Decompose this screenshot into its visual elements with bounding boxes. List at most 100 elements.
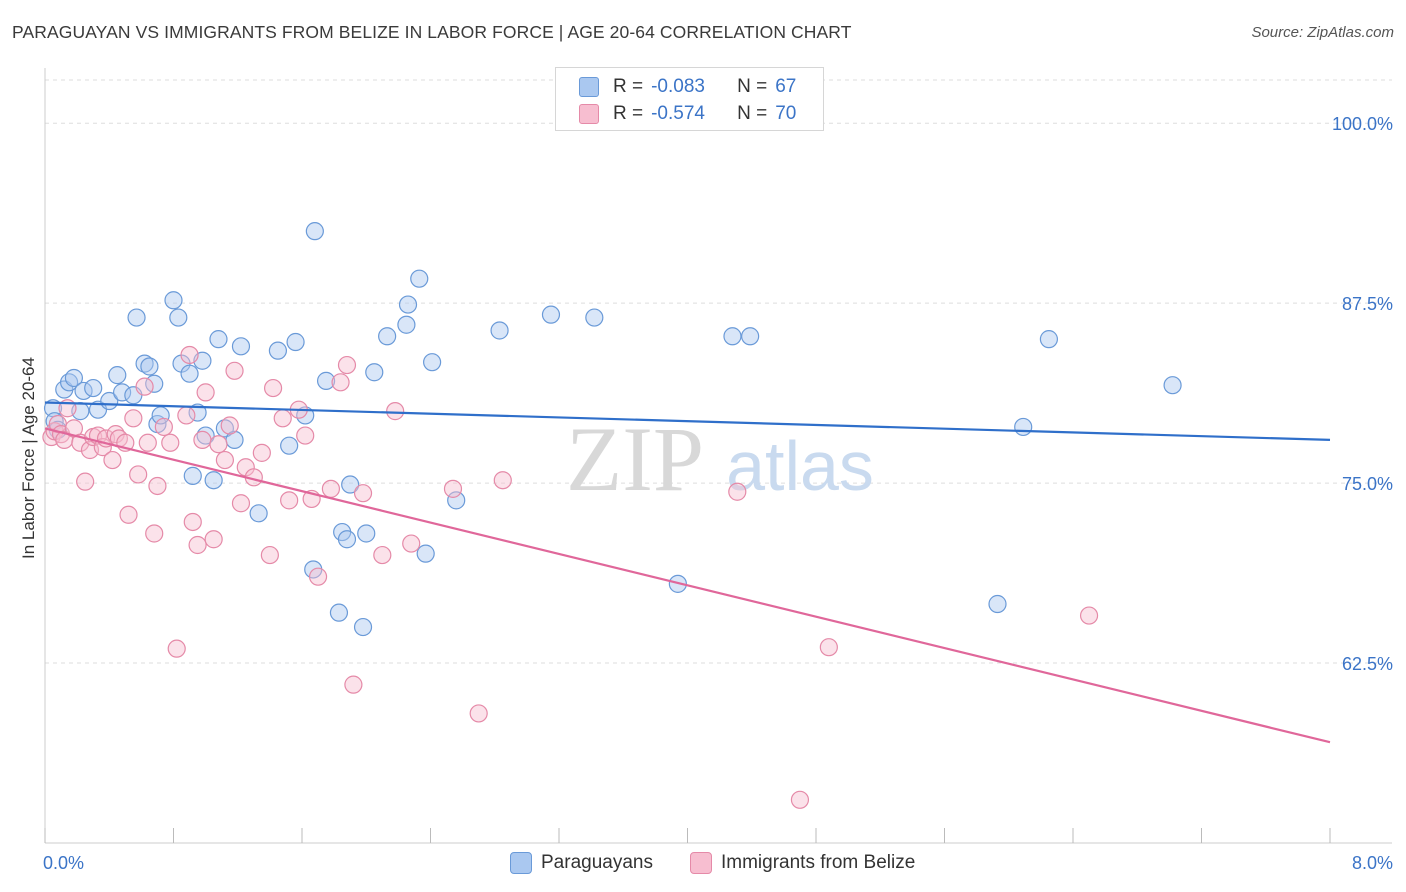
data-point [305,222,324,241]
data-point [296,426,315,445]
data-point [204,530,223,549]
data-point [252,443,271,462]
data-point [127,308,146,327]
watermark-atlas: atlas [726,427,874,505]
data-point [64,368,84,388]
data-point [337,530,357,549]
data-point [819,638,838,657]
data-point [988,594,1007,614]
x-tick-label: 0.0% [43,853,84,873]
legend-n-value-belize: 70 [775,103,797,124]
data-point [469,704,488,723]
data-point [249,504,268,523]
data-point [329,603,349,622]
data-point [268,341,288,360]
data-point [280,491,299,510]
data-point [1079,606,1099,625]
data-point [331,373,350,392]
data-point [493,471,512,490]
data-point [169,308,188,327]
trend-line [44,427,1331,744]
data-point [280,436,299,455]
data-point [145,524,164,543]
data-point [188,403,207,422]
data-point [1163,376,1182,395]
data-point [84,378,103,398]
legend-swatch-paraguayans [579,77,599,97]
data-point [723,327,742,346]
data-point [790,790,810,809]
data-point [402,534,421,553]
data-point [124,409,143,428]
data-point [231,337,251,356]
data-point [353,484,373,503]
y-tick-label: 62.5% [1342,654,1393,674]
data-point [209,330,228,349]
data-point [180,364,199,383]
legend-n-value-paraguayans: 67 [775,76,797,97]
bottom-legend-swatch-belize [690,852,712,874]
data-point [183,466,202,485]
gridlines [45,79,1392,664]
data-point [353,617,373,637]
data-point [378,327,397,346]
data-point [180,345,199,365]
source-credit: Source: ZipAtlas.com [1251,24,1394,41]
data-point [148,476,167,496]
series-paraguayans-points [43,222,1182,637]
bottom-legend-swatch-paraguayans [510,852,532,874]
data-point [188,535,207,555]
data-point [177,406,196,425]
data-point [164,291,183,310]
bottom-legend-paraguayans: Paraguayans [510,852,653,874]
data-point [103,450,122,470]
data-point [220,416,239,435]
data-point [1039,330,1059,349]
legend-r-value-belize: -0.574 [651,103,705,124]
legend-row-paraguayans: R = -0.083 N = 67 [579,75,796,99]
data-point [373,545,392,565]
data-point [741,327,760,346]
y-tick-label: 75.0% [1342,474,1393,494]
data-point [140,357,159,376]
data-point [135,377,154,396]
data-point [316,371,336,390]
data-point [344,675,363,694]
data-point [286,332,305,352]
data-point [119,505,138,524]
legend-r-label: R = [613,76,644,97]
data-point [308,567,328,586]
legend-n-label: N = [737,76,768,97]
data-point [138,433,157,452]
bottom-legend-label-paraguayans: Paraguayans [541,852,653,873]
trend-line [44,401,1331,442]
watermark-zip: ZIP [566,408,704,510]
bottom-legend-belize: Immigrants from Belize [690,852,915,874]
trend-lines [44,401,1331,744]
data-point [225,361,244,380]
bottom-legend-label-belize: Immigrants from Belize [721,852,916,873]
data-point [357,524,376,543]
legend-n-label: N = [737,103,768,124]
y-tick-label: 87.5% [1342,294,1393,314]
data-point [215,450,234,470]
data-point [447,491,466,510]
data-point [108,366,127,385]
data-point [273,409,292,428]
legend-r-label: R = [613,103,644,124]
watermark: ZIP atlas [566,408,874,510]
legend-swatch-belize [579,104,599,124]
data-point [154,417,173,437]
axes [44,68,1392,844]
data-point [541,305,561,324]
legend-row-belize: R = -0.574 N = 70 [579,102,796,126]
data-point [321,479,341,498]
data-point [490,321,509,340]
data-point [76,472,95,491]
correlation-legend: R = -0.083 N = 67 R = -0.574 N = 70 [555,67,824,131]
data-point [410,269,429,288]
data-point [183,512,202,532]
legend-r-value-paraguayans: -0.083 [651,76,705,97]
data-point [112,383,132,402]
